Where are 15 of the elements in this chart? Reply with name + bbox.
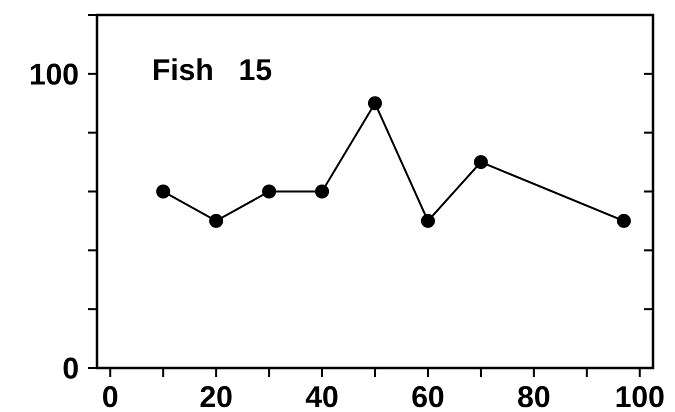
- x-tick-label: 40: [305, 381, 339, 412]
- point: [262, 184, 276, 198]
- point: [156, 184, 170, 198]
- x-tick-label: 80: [517, 381, 551, 412]
- point: [209, 214, 224, 228]
- x-tick-label: 0: [102, 381, 119, 412]
- x-tick-label: 20: [199, 381, 233, 412]
- point: [474, 155, 488, 170]
- point: [368, 96, 382, 110]
- point: [616, 214, 631, 228]
- point: [420, 214, 435, 228]
- x-tick-label: 60: [411, 381, 445, 412]
- x-tick-label: 100: [614, 381, 665, 412]
- text: Fish 15: [152, 54, 272, 87]
- point: [315, 184, 330, 198]
